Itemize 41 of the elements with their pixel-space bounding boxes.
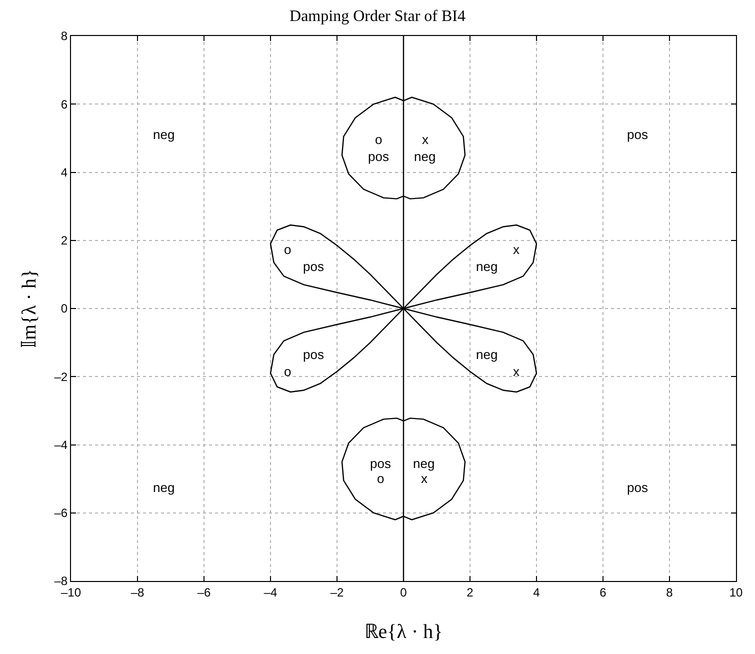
annotation: neg [413, 456, 435, 471]
annotation: neg [153, 127, 175, 142]
x-tick-label: –4 [264, 585, 278, 600]
annotation: neg [153, 480, 175, 495]
annotation: pos [627, 127, 648, 142]
annotation: pos [370, 456, 392, 471]
annotation: o [284, 364, 292, 379]
y-tick-label: 6 [60, 97, 68, 112]
annotation: o [375, 132, 382, 147]
x-tick-label: –6 [197, 585, 211, 600]
x-tick-label: 2 [466, 585, 474, 600]
chart-title: Damping Order Star of BI4 [290, 8, 466, 26]
y-tick-label: –4 [54, 438, 68, 452]
annotation: pos [368, 149, 390, 164]
y-tick-label: 2 [60, 234, 68, 248]
annotation: neg [476, 347, 498, 362]
x-tick-label: 4 [533, 585, 540, 600]
y-tick-label: 4 [60, 165, 68, 180]
y-tick-label: 0 [60, 302, 68, 316]
annotation: pos [303, 347, 324, 362]
y-tick-label: 8 [60, 29, 68, 44]
annotation: pos [627, 480, 648, 495]
annotation: o [377, 471, 384, 486]
x-tick-label: 8 [666, 585, 674, 600]
annotation: x [513, 242, 520, 257]
annotation: pos [303, 259, 324, 274]
x-tick-label: –2 [330, 585, 344, 600]
x-tick-label: 10 [729, 585, 743, 600]
annotation: x [422, 132, 429, 147]
x-tick-label: 6 [600, 585, 607, 600]
y-axis-title: 𝕀m{λ · h} [18, 268, 41, 348]
annotation: x [421, 471, 428, 486]
annotation: x [513, 364, 520, 379]
annotation: o [284, 242, 292, 257]
x-tick-label: –8 [130, 585, 144, 600]
annotation: neg [476, 259, 498, 274]
annotation: neg [414, 149, 436, 164]
y-tick-label: –2 [54, 370, 68, 384]
x-axis-title: ℝe{λ · h} [364, 620, 443, 643]
x-tick-label: 0 [400, 585, 408, 600]
y-tick-label: –6 [54, 506, 68, 520]
